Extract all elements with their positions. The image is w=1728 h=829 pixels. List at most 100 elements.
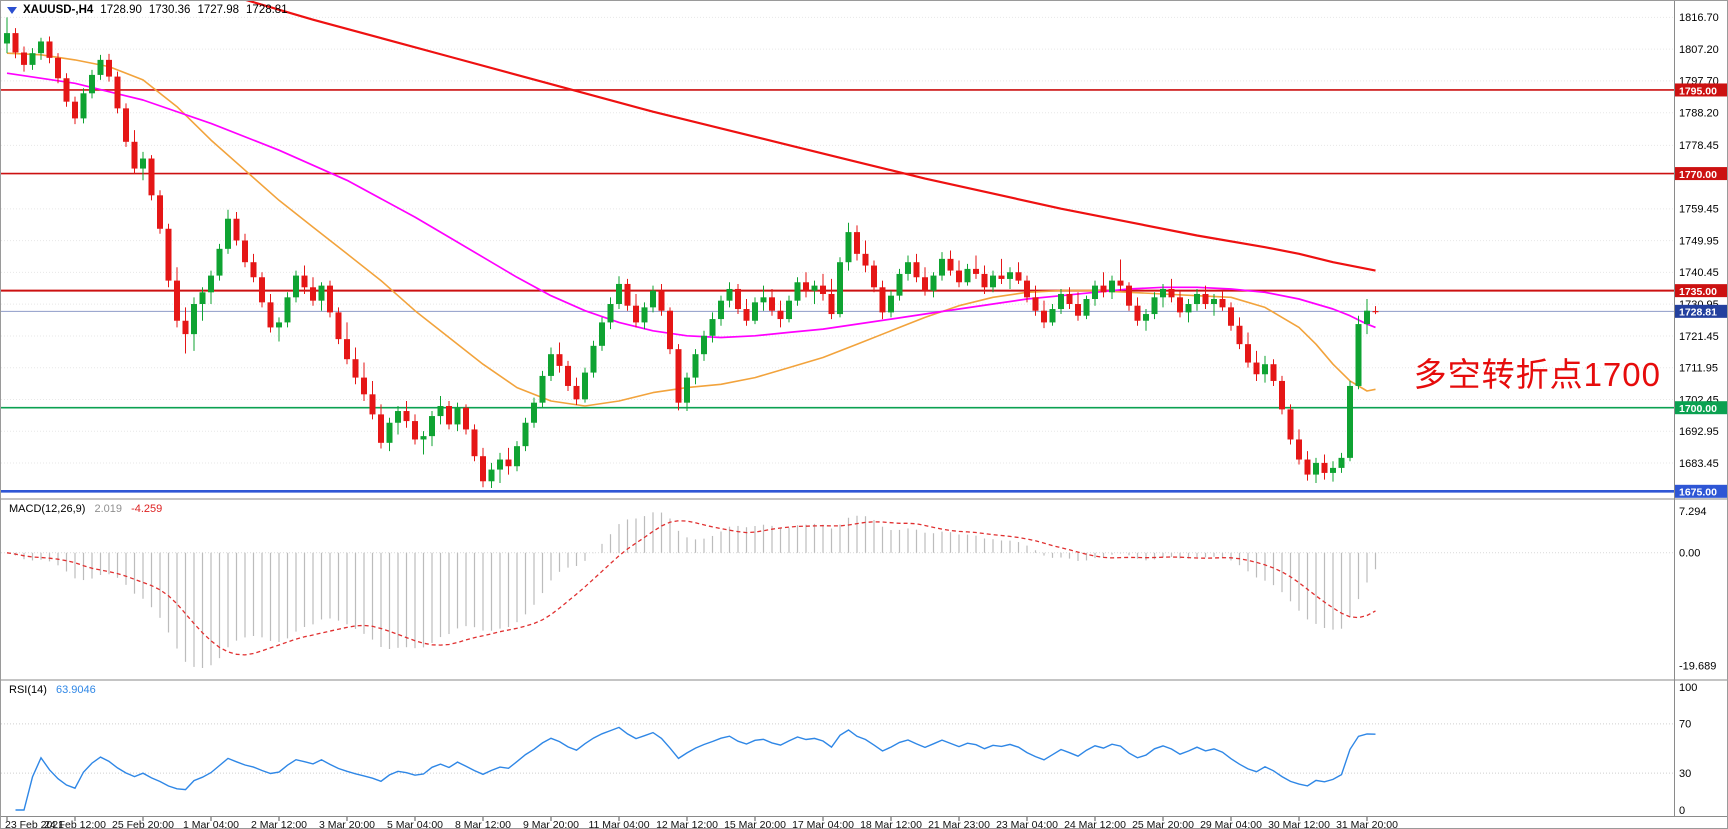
candle-body	[845, 232, 852, 263]
candle-body	[879, 287, 886, 313]
candle-body	[12, 33, 19, 53]
candle-body	[1355, 324, 1362, 386]
candle-body	[21, 52, 27, 65]
candle-body	[80, 93, 87, 119]
ohlc-low: 1727.98	[197, 4, 240, 16]
rsi-tick-label: 30	[1679, 768, 1691, 780]
time-label: 24 Mar 12:00	[1064, 819, 1126, 829]
candle-body	[174, 280, 180, 321]
candle-body	[905, 262, 911, 274]
candle-body	[4, 33, 10, 44]
macd-signal-line	[6, 520, 1376, 656]
level-price-badge-bg	[1675, 83, 1727, 97]
candle-body	[1109, 280, 1115, 293]
time-label: 31 Mar 20:00	[1336, 819, 1398, 829]
candle-body	[165, 228, 172, 281]
level-price-badge-bg	[1675, 401, 1727, 415]
time-axis[interactable]	[1, 817, 1727, 828]
candle-body	[820, 285, 826, 294]
rsi-tick-label: 0	[1679, 805, 1685, 817]
candle-body	[1049, 309, 1056, 323]
candle-body	[1007, 272, 1013, 279]
time-label: 12 Mar 12:00	[656, 819, 718, 829]
price-tick-label: 1721.45	[1679, 331, 1719, 343]
level-price-badge: 1770.00	[1679, 169, 1717, 181]
candle-body	[1330, 467, 1336, 473]
rsi-tick-label: 70	[1679, 719, 1691, 731]
price-axis[interactable]	[1674, 1, 1727, 817]
candle-body	[148, 158, 155, 196]
price-tick-label: 1788.20	[1679, 108, 1719, 120]
candle-body	[760, 297, 767, 303]
candle-body	[990, 275, 996, 288]
time-label: 9 Mar 20:00	[523, 819, 579, 829]
candle-body	[794, 282, 801, 301]
time-label: 2 Mar 12:00	[251, 819, 307, 829]
rsi-name: RSI(14)	[9, 684, 47, 696]
level-price-badge-bg	[1675, 167, 1727, 181]
candle-body	[1364, 310, 1370, 325]
time-label: 1 Mar 04:00	[183, 819, 239, 829]
price-tick-label: 1711.95	[1679, 363, 1718, 375]
level-price-badge: 1675.00	[1679, 487, 1717, 499]
candle-body	[930, 275, 937, 291]
candle-body	[267, 302, 274, 328]
level-price-badge: 1795.00	[1679, 85, 1717, 97]
candle-body	[1211, 298, 1217, 305]
rsi-tick-label: 100	[1679, 682, 1697, 694]
rsi-value: 63.9046	[55, 684, 96, 696]
candle-body	[1015, 272, 1022, 281]
candle-body	[327, 285, 333, 313]
candle-body	[939, 258, 945, 276]
candle-body	[862, 253, 869, 266]
candle-body	[1347, 385, 1353, 458]
candle-body	[752, 302, 758, 321]
candle-body	[539, 375, 546, 403]
candle-body	[89, 74, 95, 94]
candle-body	[1219, 298, 1226, 308]
candle-body	[318, 285, 325, 301]
candle-body	[667, 310, 673, 350]
candle-body	[641, 307, 648, 323]
candle-body	[556, 354, 563, 366]
candle-body	[1228, 307, 1234, 326]
candle-body	[199, 292, 206, 305]
candle-body	[701, 335, 707, 355]
candle-body	[769, 297, 775, 311]
macd-main-value: 2.019	[94, 503, 123, 515]
time-label: 17 Mar 04:00	[792, 819, 854, 829]
candle-body	[956, 270, 962, 283]
macd-tick-label: 0.00	[1679, 548, 1700, 560]
time-label: 15 Mar 20:00	[724, 819, 786, 829]
candle-body	[471, 429, 478, 457]
time-label: 18 Mar 12:00	[860, 819, 922, 829]
ma-magenta-line	[6, 72, 1376, 339]
macd-indicator-label: MACD(12,26,9) 2.019 -4.259	[9, 503, 162, 515]
time-label: 23 Mar 04:00	[996, 819, 1058, 829]
candle-body	[1338, 457, 1345, 468]
level-price-badge: 1735.00	[1679, 286, 1717, 298]
candle-body	[63, 78, 70, 102]
candle-body	[1143, 314, 1149, 321]
candle-body	[1245, 344, 1251, 363]
candle-body	[310, 287, 316, 301]
candle-body	[191, 304, 197, 335]
time-label: 29 Mar 04:00	[1200, 819, 1262, 829]
macd-tick-label: -19.689	[1679, 660, 1716, 672]
candle-body	[1117, 280, 1124, 286]
candle-body	[582, 372, 588, 400]
candle-body	[1066, 293, 1073, 305]
candle-body	[947, 258, 954, 271]
candle-body	[123, 108, 129, 142]
time-label: 8 Mar 12:00	[455, 819, 511, 829]
time-label: 23 Feb 2021	[5, 819, 64, 829]
candle-body	[837, 262, 843, 315]
candle-body	[658, 290, 665, 311]
candle-body	[1024, 280, 1030, 298]
candle-body	[709, 319, 716, 336]
candle-body	[301, 275, 308, 288]
candle-body	[514, 446, 520, 467]
candle-body	[378, 414, 384, 443]
candle-body	[233, 218, 240, 241]
